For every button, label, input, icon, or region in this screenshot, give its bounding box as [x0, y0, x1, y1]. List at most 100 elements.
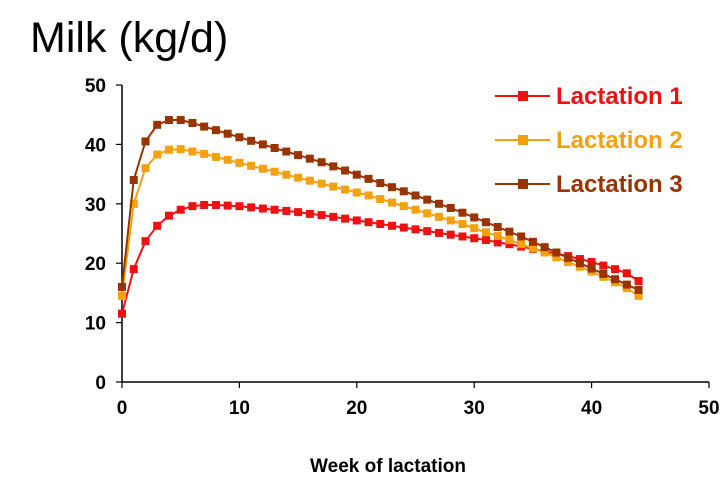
- data-point: [211, 200, 220, 209]
- legend-entry-2: Lactation 2: [495, 127, 683, 154]
- legend: Lactation 1 Lactation 2 Lactation 3: [495, 83, 683, 198]
- data-point: [118, 291, 126, 300]
- data-point: [282, 170, 291, 179]
- data-point: [481, 228, 490, 237]
- data-point: [634, 277, 643, 286]
- data-point: [388, 198, 397, 207]
- legend-marker: [518, 91, 528, 101]
- data-point: [517, 232, 526, 241]
- data-point: [294, 151, 303, 160]
- data-point: [470, 234, 479, 243]
- data-point: [423, 209, 432, 218]
- legend-label: Lactation 3: [556, 171, 683, 198]
- data-point: [247, 136, 256, 145]
- data-point: [176, 116, 185, 125]
- data-point: [564, 258, 573, 267]
- data-point: [270, 143, 279, 152]
- y-tick-label: 30: [85, 195, 106, 216]
- data-point: [587, 264, 596, 273]
- data-point: [505, 240, 514, 249]
- data-point: [470, 224, 479, 233]
- data-point: [434, 199, 443, 208]
- legend-label: Lactation 1: [556, 83, 683, 110]
- data-point: [129, 176, 138, 185]
- data-point: [493, 222, 502, 231]
- data-point: [388, 221, 397, 230]
- data-point: [141, 137, 150, 146]
- data-point: [188, 202, 197, 211]
- data-point: [399, 187, 408, 196]
- data-point: [329, 162, 338, 171]
- data-point: [258, 140, 267, 149]
- x-tick-label: 0: [117, 398, 128, 419]
- data-point: [247, 203, 256, 212]
- y-tick-label: 0: [95, 373, 106, 394]
- legend-label: Lactation 2: [556, 127, 683, 154]
- data-point: [211, 152, 220, 161]
- data-point: [599, 261, 608, 270]
- data-point: [258, 204, 267, 213]
- data-point: [611, 275, 620, 284]
- data-point: [341, 185, 350, 194]
- data-point: [223, 129, 232, 138]
- data-point: [141, 164, 150, 173]
- data-point: [575, 255, 584, 264]
- data-point: [352, 188, 361, 197]
- legend-marker: [518, 179, 528, 189]
- data-point: [223, 155, 232, 164]
- data-point: [481, 218, 490, 227]
- data-point: [622, 269, 631, 278]
- data-point: [388, 183, 397, 192]
- data-point: [164, 145, 173, 154]
- data-point: [223, 201, 232, 210]
- data-point: [481, 236, 490, 245]
- data-point: [153, 120, 162, 129]
- data-point: [517, 240, 526, 249]
- data-point: [200, 200, 209, 209]
- data-point: [200, 122, 209, 131]
- x-axis-label: Week of lactation: [310, 456, 466, 477]
- series-layer: [118, 116, 643, 318]
- data-point: [341, 166, 350, 175]
- data-point: [505, 236, 514, 245]
- y-tick-label: 40: [85, 135, 106, 156]
- data-point: [540, 243, 549, 252]
- data-point: [364, 174, 373, 183]
- data-point: [235, 202, 244, 211]
- data-point: [329, 212, 338, 221]
- data-point: [528, 244, 537, 253]
- data-point: [540, 248, 549, 257]
- legend-entry-1: Lactation 1: [495, 83, 683, 110]
- data-point: [200, 149, 209, 158]
- data-point: [129, 199, 138, 208]
- data-point: [434, 212, 443, 221]
- data-point: [552, 248, 561, 257]
- data-point: [493, 238, 502, 247]
- data-point: [376, 179, 385, 188]
- data-point: [446, 203, 455, 212]
- data-point: [188, 119, 197, 128]
- data-point: [352, 170, 361, 179]
- data-point: [587, 258, 596, 267]
- data-point: [611, 265, 620, 274]
- data-point: [376, 195, 385, 204]
- data-point: [258, 164, 267, 173]
- data-point: [458, 208, 467, 217]
- y-tick-label: 20: [85, 254, 106, 275]
- data-point: [329, 182, 338, 191]
- data-point: [411, 191, 420, 200]
- data-point: [129, 265, 138, 274]
- data-point: [493, 231, 502, 240]
- data-point: [235, 133, 244, 142]
- data-point: [446, 216, 455, 225]
- data-point: [270, 205, 279, 214]
- data-point: [528, 237, 537, 246]
- series-lactation-3: [118, 116, 643, 294]
- data-point: [294, 208, 303, 217]
- data-point: [352, 216, 361, 225]
- data-point: [423, 195, 432, 204]
- x-tick-label: 20: [346, 398, 367, 419]
- legend-marker: [518, 135, 528, 145]
- x-tick-label: 40: [581, 398, 602, 419]
